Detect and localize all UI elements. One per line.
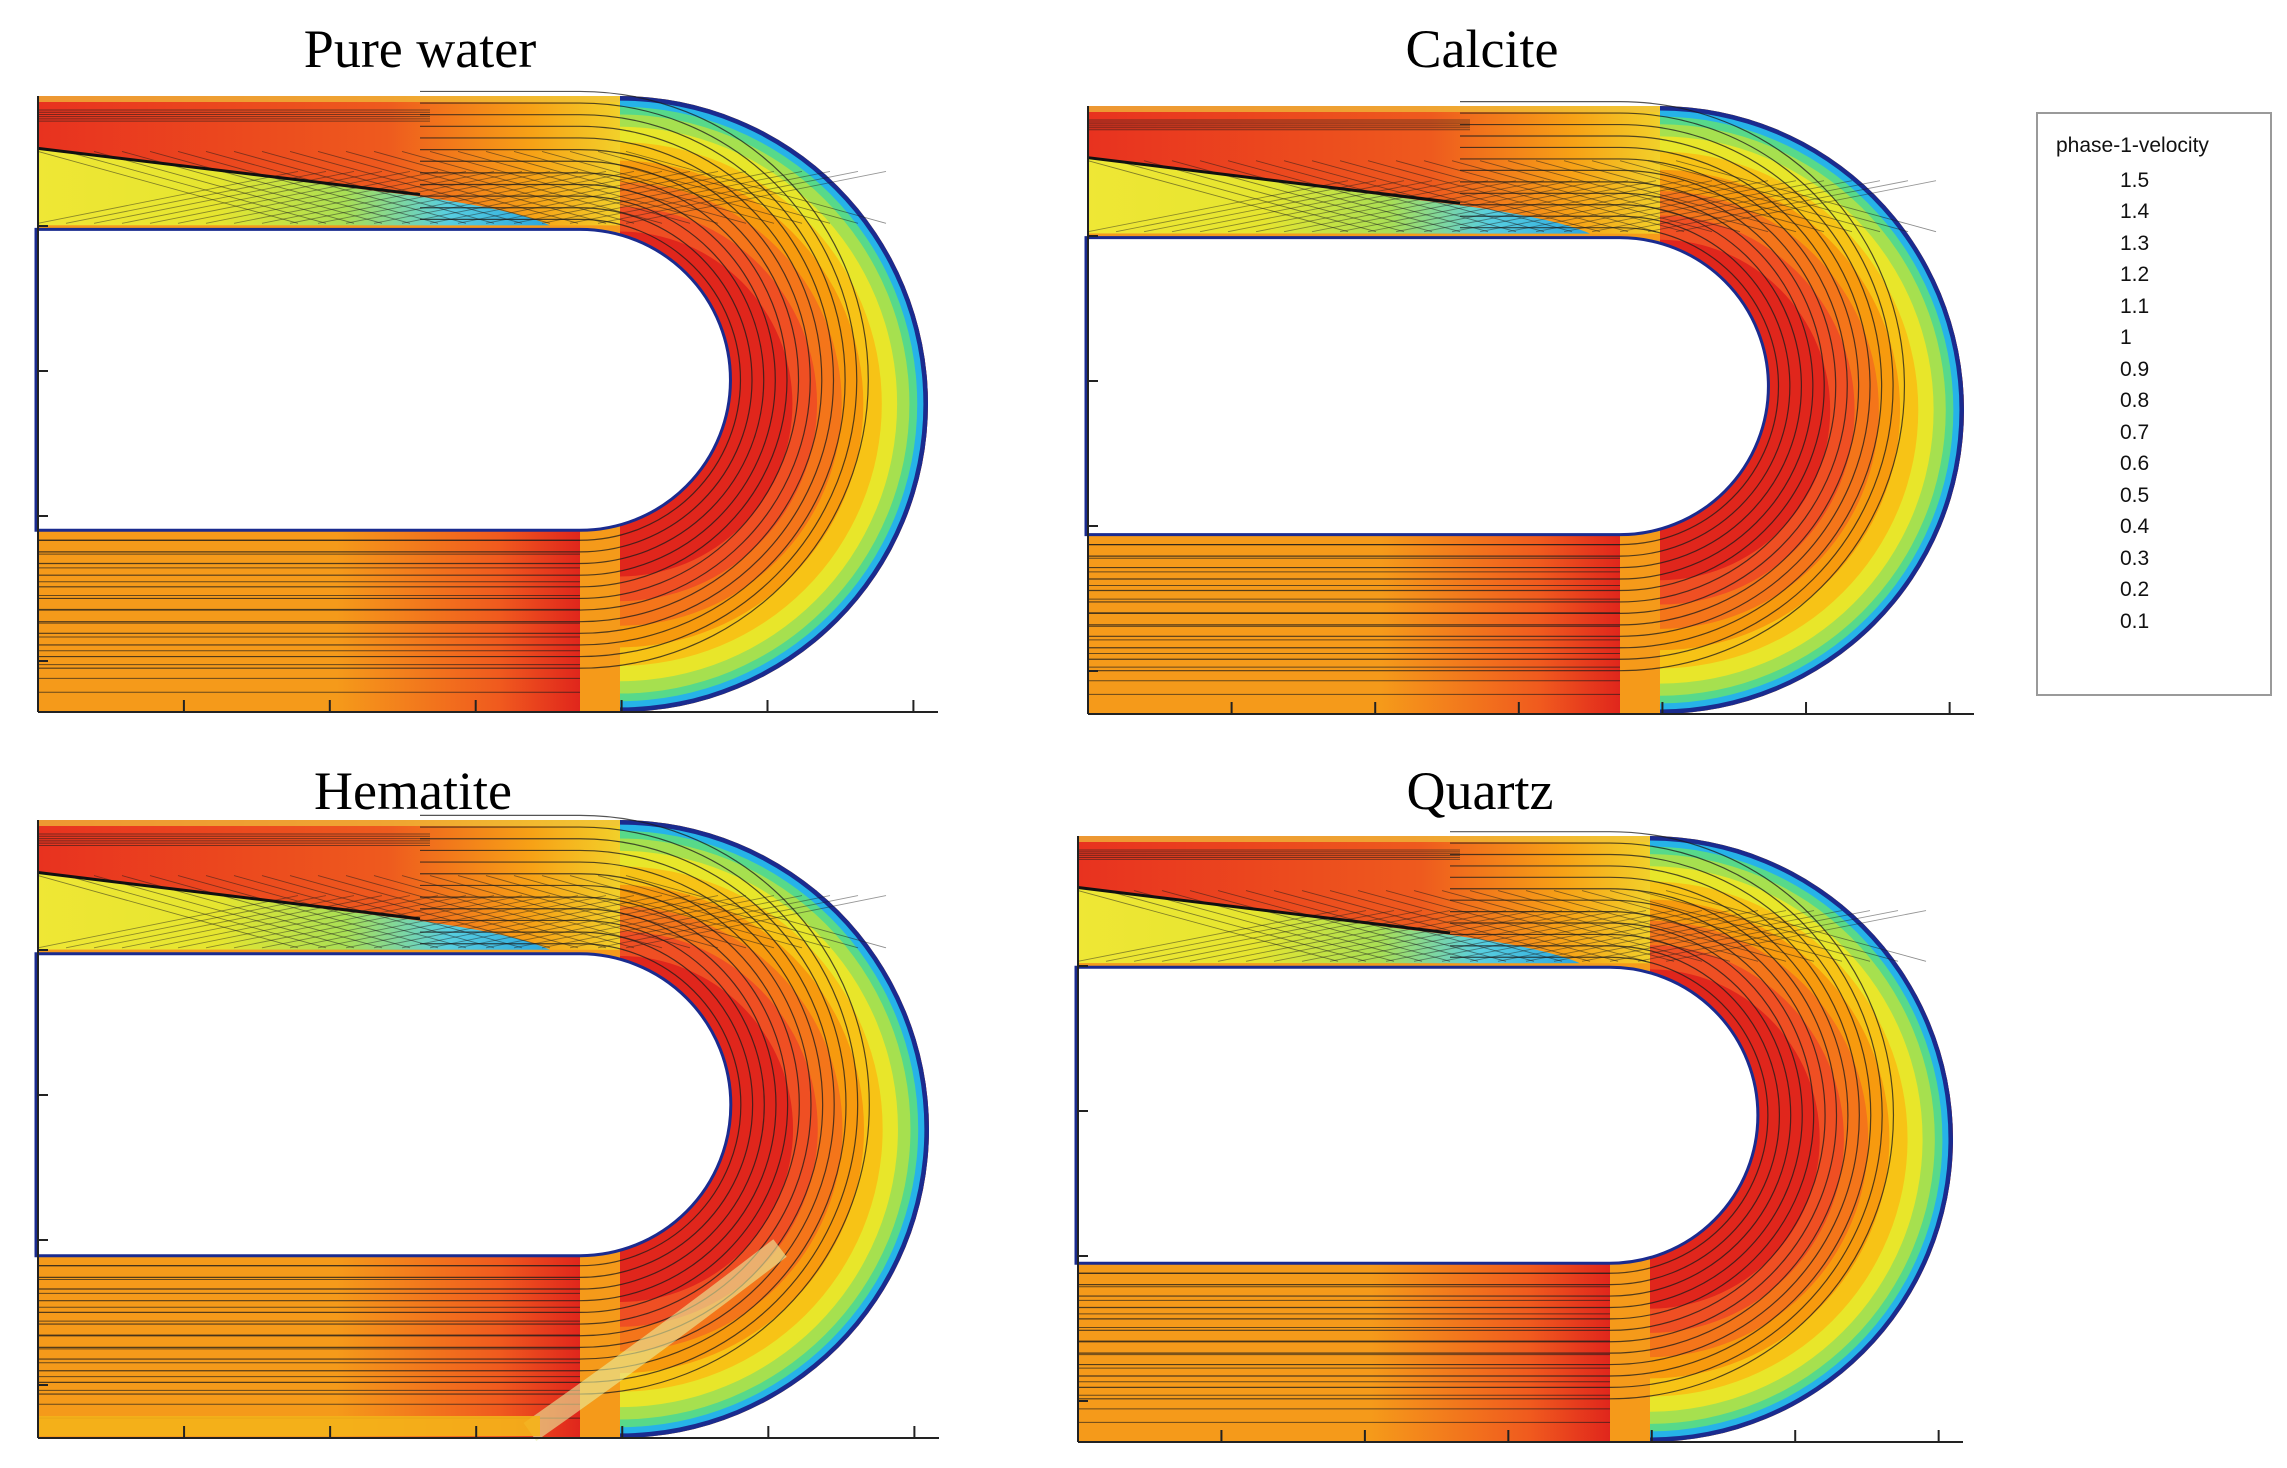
inner-wall-calcite xyxy=(1084,236,1770,537)
recirculation-zone-quartz xyxy=(1078,887,1580,964)
recirculation-zone-pure-water xyxy=(38,148,550,226)
panel-title-pure-water: Pure water xyxy=(303,19,537,79)
legend-label: 1 xyxy=(2120,326,2132,350)
streamline xyxy=(38,102,858,658)
shear-layer-hematite xyxy=(37,871,421,921)
streamline xyxy=(38,148,811,611)
streamline xyxy=(1078,956,1769,1274)
streamline xyxy=(1088,112,1894,660)
legend-label: 0.5 xyxy=(2120,483,2150,507)
streamline xyxy=(38,195,765,565)
streamline xyxy=(38,90,869,669)
inner-wall-pure-water xyxy=(34,227,732,532)
streamline xyxy=(1088,204,1802,569)
streamline xyxy=(38,218,742,541)
streamline xyxy=(38,931,754,1278)
sediment-layer xyxy=(38,1416,540,1436)
legend-label: 0.4 xyxy=(2120,515,2150,539)
streamline xyxy=(1088,123,1883,649)
shear-layer-quartz xyxy=(1077,886,1451,935)
streamline xyxy=(38,943,742,1267)
contour-panel-hematite xyxy=(34,815,939,1442)
inner-wall-hematite xyxy=(34,952,733,1258)
legend-label: 0.6 xyxy=(2120,452,2150,476)
legend-label: 0.9 xyxy=(2120,357,2150,381)
legend-label: 1.2 xyxy=(2120,263,2150,287)
streamline xyxy=(38,207,753,553)
legend-title: phase-1-velocity xyxy=(2056,134,2209,157)
streamline xyxy=(1088,215,1791,557)
streamline xyxy=(38,172,788,588)
streamline xyxy=(38,919,765,1290)
colorbar-legend: phase-1-velocity 1.5 1.4 1.3 1.2 1.1 1 0.9 0.8 0… xyxy=(2036,112,2272,696)
streamline xyxy=(1078,842,1883,1389)
streamline xyxy=(38,114,846,646)
streamline xyxy=(1078,876,1849,1354)
streamline xyxy=(1078,945,1781,1286)
recirculation-zone-hematite xyxy=(38,872,550,950)
legend-label: 1.1 xyxy=(2120,294,2150,318)
contour-panel-calcite xyxy=(1084,101,1974,715)
streamline xyxy=(38,183,776,576)
streamline xyxy=(1088,135,1871,637)
streamline xyxy=(1088,101,1906,672)
panel-title-quartz: Quartz xyxy=(1406,761,1554,821)
legend-label: 0.1 xyxy=(2120,609,2150,633)
panel-title-hematite: Hematite xyxy=(314,761,512,821)
legend-label: 0.2 xyxy=(2120,578,2150,602)
streamline xyxy=(1078,899,1826,1331)
streamline xyxy=(1088,146,1860,626)
legend-label: 1.4 xyxy=(2120,200,2150,224)
streamline xyxy=(1088,181,1825,592)
particle-deposition-zone xyxy=(523,1239,787,1442)
contour-panel-pure-water xyxy=(34,90,938,713)
shear-layer-calcite xyxy=(1087,156,1461,205)
streamline xyxy=(1078,831,1895,1400)
contour-panel-quartz xyxy=(1074,831,1963,1443)
legend-label: 0.7 xyxy=(2120,420,2150,444)
streamline xyxy=(1088,169,1837,603)
streamline xyxy=(1078,853,1871,1377)
legend-label: 0.3 xyxy=(2120,546,2150,570)
streamline xyxy=(1088,192,1814,580)
streamline xyxy=(38,160,800,600)
streamline xyxy=(38,908,777,1302)
streamline xyxy=(38,137,823,623)
streamline xyxy=(38,125,835,634)
panel-title-calcite: Calcite xyxy=(1405,19,1559,79)
streamline xyxy=(1078,933,1792,1297)
recirculation-zone-calcite xyxy=(1088,157,1590,234)
legend-label: 0.8 xyxy=(2120,389,2150,413)
legend-label: 1.3 xyxy=(2120,231,2150,255)
legend-label: 1.5 xyxy=(2120,169,2150,192)
streamline xyxy=(1088,158,1848,614)
shear-layer-pure-water xyxy=(37,146,421,197)
streamline xyxy=(1078,888,1838,1343)
inner-wall-quartz xyxy=(1074,965,1760,1265)
streamline xyxy=(1088,227,1780,546)
